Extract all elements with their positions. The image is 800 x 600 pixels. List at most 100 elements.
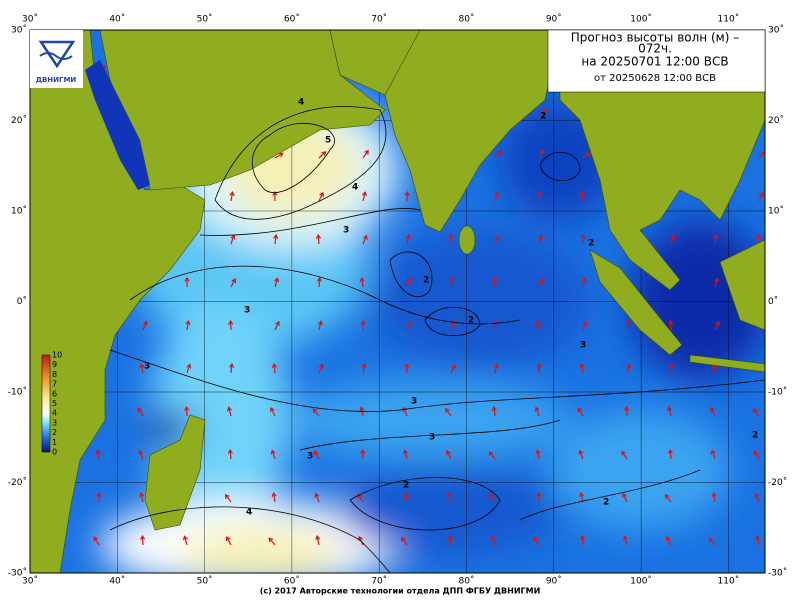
wave-arrow-head (406, 277, 412, 283)
wave-arrow-head (579, 190, 585, 196)
latitude-labels: 30˚ 30˚ 20˚ 20˚ 10˚ 10˚ 0˚ 0˚ -10˚ -10˚ -20˚ -20˚ -3… (8, 25, 787, 579)
wave-arrow-head (270, 449, 276, 455)
wave-arrow (668, 407, 672, 417)
wave-arrow (537, 320, 540, 331)
wave-arrow-head (318, 363, 324, 369)
wave-arrow-head (542, 109, 548, 115)
wave-arrow-head (667, 448, 673, 454)
wave-arrow (713, 363, 716, 374)
wave-arrow-head (665, 536, 671, 542)
wave-arrow-head (579, 362, 585, 369)
wave-arrow (318, 321, 322, 331)
wave-arrow (318, 151, 326, 159)
legend-label: 4 (52, 409, 57, 418)
wave-arrow-head (715, 320, 720, 326)
wave-arrow (666, 536, 672, 546)
contour-label: 3 (144, 362, 150, 372)
wave-arrow-head (405, 234, 411, 240)
lon-label: 60˚ (284, 14, 300, 25)
wave-arrow (361, 278, 364, 288)
wave-arrow-head (271, 491, 277, 498)
wave-arrow (230, 363, 233, 374)
wave-arrow-head (536, 491, 542, 497)
wave-arrow-head (710, 406, 715, 413)
contour-line (299, 419, 701, 531)
wave-arrow-head (139, 362, 145, 369)
wave-arrow-head (401, 536, 406, 542)
wave-arrow (494, 192, 499, 202)
wave-arrow-head (754, 492, 760, 498)
lon-label: 80˚ (459, 14, 475, 25)
wave-arrow (533, 537, 540, 546)
wave-arrow-head (711, 491, 717, 498)
wave-arrow (450, 278, 453, 288)
java (689, 354, 765, 373)
sri-lanka (458, 225, 476, 255)
wave-arrow-head (364, 149, 369, 155)
wave-arrow (362, 235, 368, 245)
wave-arrow-head (533, 536, 539, 542)
lon-label: 60˚ (284, 576, 300, 587)
wave-arrow (274, 278, 279, 288)
wave-arrow-head (185, 319, 191, 326)
wave-arrow (622, 493, 628, 503)
lon-label: 70˚ (371, 14, 387, 25)
wave-arrow-head (535, 319, 541, 325)
wave-arrow (446, 450, 452, 460)
wave-arrow-head (274, 277, 280, 283)
wave-arrow-head (271, 362, 277, 368)
wave-arrow (714, 321, 720, 331)
wave-arrow-head (228, 319, 234, 325)
wave-arrow-head (362, 234, 368, 240)
wave-arrow (313, 450, 320, 460)
wave-arrow (711, 450, 716, 460)
wave-arrow-head (621, 450, 626, 456)
wave-field (100, 90, 765, 573)
wave-arrow (538, 109, 547, 116)
wave-arrow (315, 493, 320, 503)
wave-arrow (406, 235, 410, 245)
contour-label: 4 (246, 508, 252, 518)
wave-arrow-head (714, 277, 720, 283)
legend-label: 3 (52, 418, 57, 427)
red-sea (85, 60, 150, 190)
title-line: на 20250701 12:00 ВСВ (581, 55, 728, 69)
wave-arrow (273, 363, 276, 374)
wave-arrow-head (96, 491, 102, 497)
wave-arrow (538, 278, 544, 288)
logo: ДВНИГМИ (30, 30, 83, 88)
wave-arrow-head (275, 320, 280, 326)
wave-arrow-head (182, 535, 188, 541)
wave-arrow-head (273, 233, 279, 239)
wave-arrow (665, 494, 672, 503)
wave-arrow (93, 537, 100, 546)
wave-arrow-head (577, 407, 583, 413)
wave-arrow (581, 191, 584, 202)
wave-arrow-head (93, 536, 99, 542)
contour-label: 3 (343, 226, 349, 236)
wave-arrow (450, 321, 455, 331)
legend-label: 10 (52, 351, 62, 360)
wave-arrow (757, 234, 760, 245)
wave-arrow-head (752, 408, 758, 414)
wave-arrow-head (404, 190, 410, 196)
wave-arrow-head (755, 535, 761, 541)
wave-arrow-head (708, 537, 714, 543)
wave-arrow-head (184, 405, 190, 411)
wave-arrow (362, 150, 369, 159)
lat-label: 20˚ (11, 115, 27, 126)
wave-arrow-head (446, 449, 451, 455)
wave-arrow (142, 321, 147, 331)
contour-label: 3 (429, 433, 435, 443)
lon-label: 90˚ (546, 576, 562, 587)
wave-arrow-head (357, 493, 362, 499)
legend-label: 5 (52, 399, 57, 408)
forecast-title-box: Прогноз высоты волн (м) – 072ч. на 20250… (547, 29, 766, 93)
contours (109, 106, 765, 573)
wave-arrow (538, 191, 541, 202)
wave-arrow-head (448, 233, 454, 239)
legend-label: 9 (52, 360, 57, 369)
wave-arrow (669, 449, 672, 460)
wave-arrow-head (224, 493, 230, 499)
wave-arrow-head (622, 492, 627, 498)
